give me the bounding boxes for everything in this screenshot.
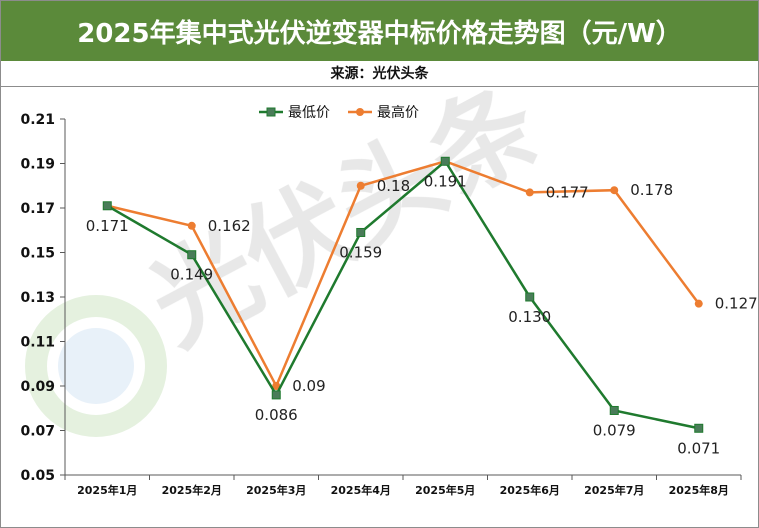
data-labels: 0.171 0.149 0.086 0.159 0.191 0.130 0.079 0.071… xyxy=(86,172,758,457)
data-label-low: 0.191 xyxy=(424,172,467,190)
data-point-low xyxy=(356,227,366,237)
data-point-high xyxy=(272,382,281,390)
legend-item-high: 最高价 xyxy=(348,104,419,121)
data-label-low: 0.130 xyxy=(508,308,551,326)
legend-label-high: 最高价 xyxy=(377,104,419,121)
y-tick-label: 0.19 xyxy=(20,157,55,173)
y-tick-label: 0.15 xyxy=(20,246,55,262)
y-tick-label: 0.13 xyxy=(20,290,55,306)
data-label-high: 0.178 xyxy=(630,181,673,199)
series-line-low xyxy=(106,159,700,430)
data-point-low xyxy=(609,405,619,415)
data-label-high: 0.177 xyxy=(546,183,589,201)
data-point-low xyxy=(525,292,535,302)
watermark-logo-icon xyxy=(25,295,167,437)
x-tick-label: 2025年2月 xyxy=(162,483,222,497)
y-tick-label: 0.17 xyxy=(20,201,55,217)
x-axis: 2025年1月 2025年2月 2025年3月 2025年4月 2025年5月 2025年… xyxy=(64,475,742,497)
data-label-high: 0.162 xyxy=(208,217,251,235)
y-tick-label: 0.11 xyxy=(20,335,55,351)
data-label-high: 0.18 xyxy=(377,177,410,195)
data-point-low xyxy=(694,423,704,433)
data-label-low: 0.079 xyxy=(593,421,636,439)
data-point-high xyxy=(187,221,196,230)
data-label-high: 0.127 xyxy=(715,295,758,313)
legend: 最低价 最高价 xyxy=(259,104,419,121)
x-tick-label: 2025年4月 xyxy=(331,483,391,497)
y-tick-label: 0.07 xyxy=(20,424,55,440)
y-tick-label: 0.21 xyxy=(20,112,55,128)
legend-item-low: 最低价 xyxy=(259,105,330,121)
data-point-low xyxy=(440,156,450,166)
series-line-high xyxy=(106,159,700,389)
chart-title: 2025年集中式光伏逆变器中标价格走势图（元/W） xyxy=(1,1,758,61)
y-axis: 0.21 0.19 0.17 0.15 0.13 0.11 0.09 0.07 0.05 xyxy=(20,112,65,484)
series-layer xyxy=(102,156,704,433)
data-point-low xyxy=(187,250,197,260)
data-label-low: 0.149 xyxy=(170,266,213,284)
x-tick-label: 2025年8月 xyxy=(669,483,729,497)
data-label-high: 0.09 xyxy=(292,377,325,395)
y-tick-label: 0.09 xyxy=(20,379,55,395)
divider xyxy=(1,86,758,87)
data-label-low: 0.071 xyxy=(677,439,720,457)
data-point-low xyxy=(271,390,281,400)
legend-label-low: 最低价 xyxy=(288,105,330,121)
x-tick-label: 2025年5月 xyxy=(415,483,475,497)
data-point-high xyxy=(356,181,365,190)
x-tick-label: 2025年3月 xyxy=(246,483,306,497)
y-tick-label: 0.05 xyxy=(20,468,55,484)
x-tick-label: 2025年1月 xyxy=(77,483,137,497)
watermark-text: 光伏头条 xyxy=(130,63,558,368)
data-label-low: 0.171 xyxy=(86,217,129,235)
x-tick-label: 2025年7月 xyxy=(584,483,644,497)
data-label-low: 0.159 xyxy=(339,243,382,261)
chart-source: 来源：光伏头条 xyxy=(330,66,429,82)
data-point-high xyxy=(610,186,619,195)
data-point-low xyxy=(102,201,112,211)
x-tick-label: 2025年6月 xyxy=(500,483,560,497)
data-point-high xyxy=(694,299,703,308)
data-point-high xyxy=(525,188,534,197)
data-label-low: 0.086 xyxy=(255,406,298,424)
